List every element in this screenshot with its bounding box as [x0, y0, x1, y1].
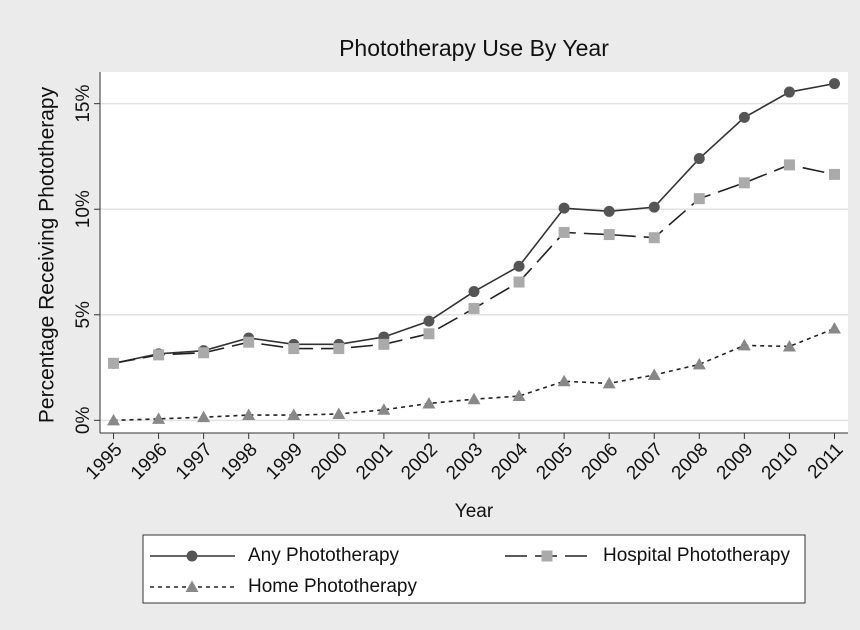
data-point [287, 408, 301, 421]
data-point [152, 412, 166, 424]
data-point [647, 368, 661, 380]
chart-title: Phototherapy Use By Year [339, 35, 609, 61]
data-point [737, 338, 751, 351]
data-point [513, 276, 525, 288]
data-point [423, 328, 435, 340]
data-point [288, 343, 300, 355]
data-point [557, 374, 571, 387]
data-point [828, 168, 840, 180]
data-point [467, 392, 481, 405]
data-point [243, 336, 255, 348]
y-tick-label: 15% [73, 85, 94, 123]
legend-marker [186, 550, 198, 562]
data-point [692, 357, 706, 370]
data-point [783, 86, 795, 98]
data-point [107, 413, 121, 426]
legend-box [142, 534, 806, 604]
data-point [423, 315, 435, 327]
data-point [738, 111, 750, 123]
data-point [468, 286, 480, 298]
data-point [513, 260, 525, 272]
data-point [602, 376, 616, 389]
y-tick-label: 5% [73, 301, 94, 329]
legend-marker [541, 550, 553, 562]
data-point [603, 229, 615, 241]
plot-area [100, 72, 848, 433]
legend-label: Hospital Phototherapy [603, 545, 790, 566]
y-tick-label: 0% [73, 407, 94, 435]
data-point [828, 78, 840, 90]
data-point [827, 322, 841, 334]
data-point [333, 343, 345, 355]
data-point [242, 408, 256, 421]
data-point [377, 403, 391, 415]
data-point [782, 339, 796, 352]
data-point [738, 177, 750, 189]
data-point [197, 410, 211, 423]
data-point [378, 338, 390, 350]
data-point [512, 389, 526, 402]
legend-marker [185, 580, 199, 592]
legend-label: Any Phototherapy [248, 545, 400, 566]
data-point [198, 347, 210, 359]
data-point [468, 302, 480, 314]
data-point [603, 205, 615, 217]
data-point [693, 153, 705, 165]
data-point [648, 232, 660, 244]
data-point [332, 407, 346, 419]
data-point [558, 226, 570, 238]
data-point [558, 202, 570, 214]
data-point [648, 201, 660, 213]
data-point [108, 357, 120, 369]
x-axis-label: Year [455, 501, 494, 522]
legend-label: Home Phototherapy [248, 576, 417, 597]
data-point [153, 349, 165, 361]
data-point [693, 193, 705, 205]
y-axis-label: Percentage Receiving Phototherapy [36, 86, 59, 423]
data-point [783, 159, 795, 171]
y-tick-label: 10% [73, 190, 94, 228]
data-point [422, 396, 436, 409]
